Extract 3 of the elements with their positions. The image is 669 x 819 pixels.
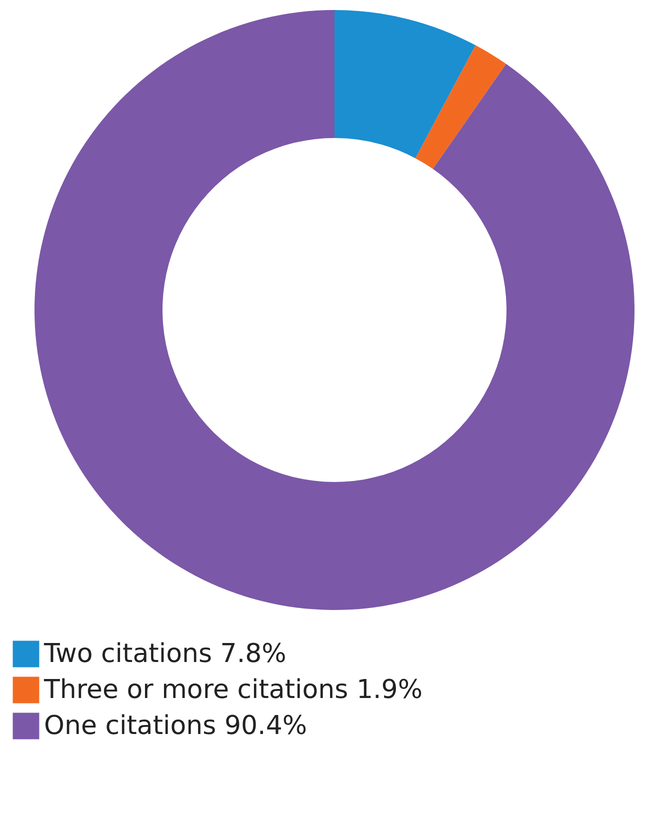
legend-label: Two citations 7.8%	[43, 639, 286, 669]
legend-label: Three or more citations 1.9%	[43, 675, 423, 705]
legend-label: One citations 90.4%	[44, 711, 308, 741]
